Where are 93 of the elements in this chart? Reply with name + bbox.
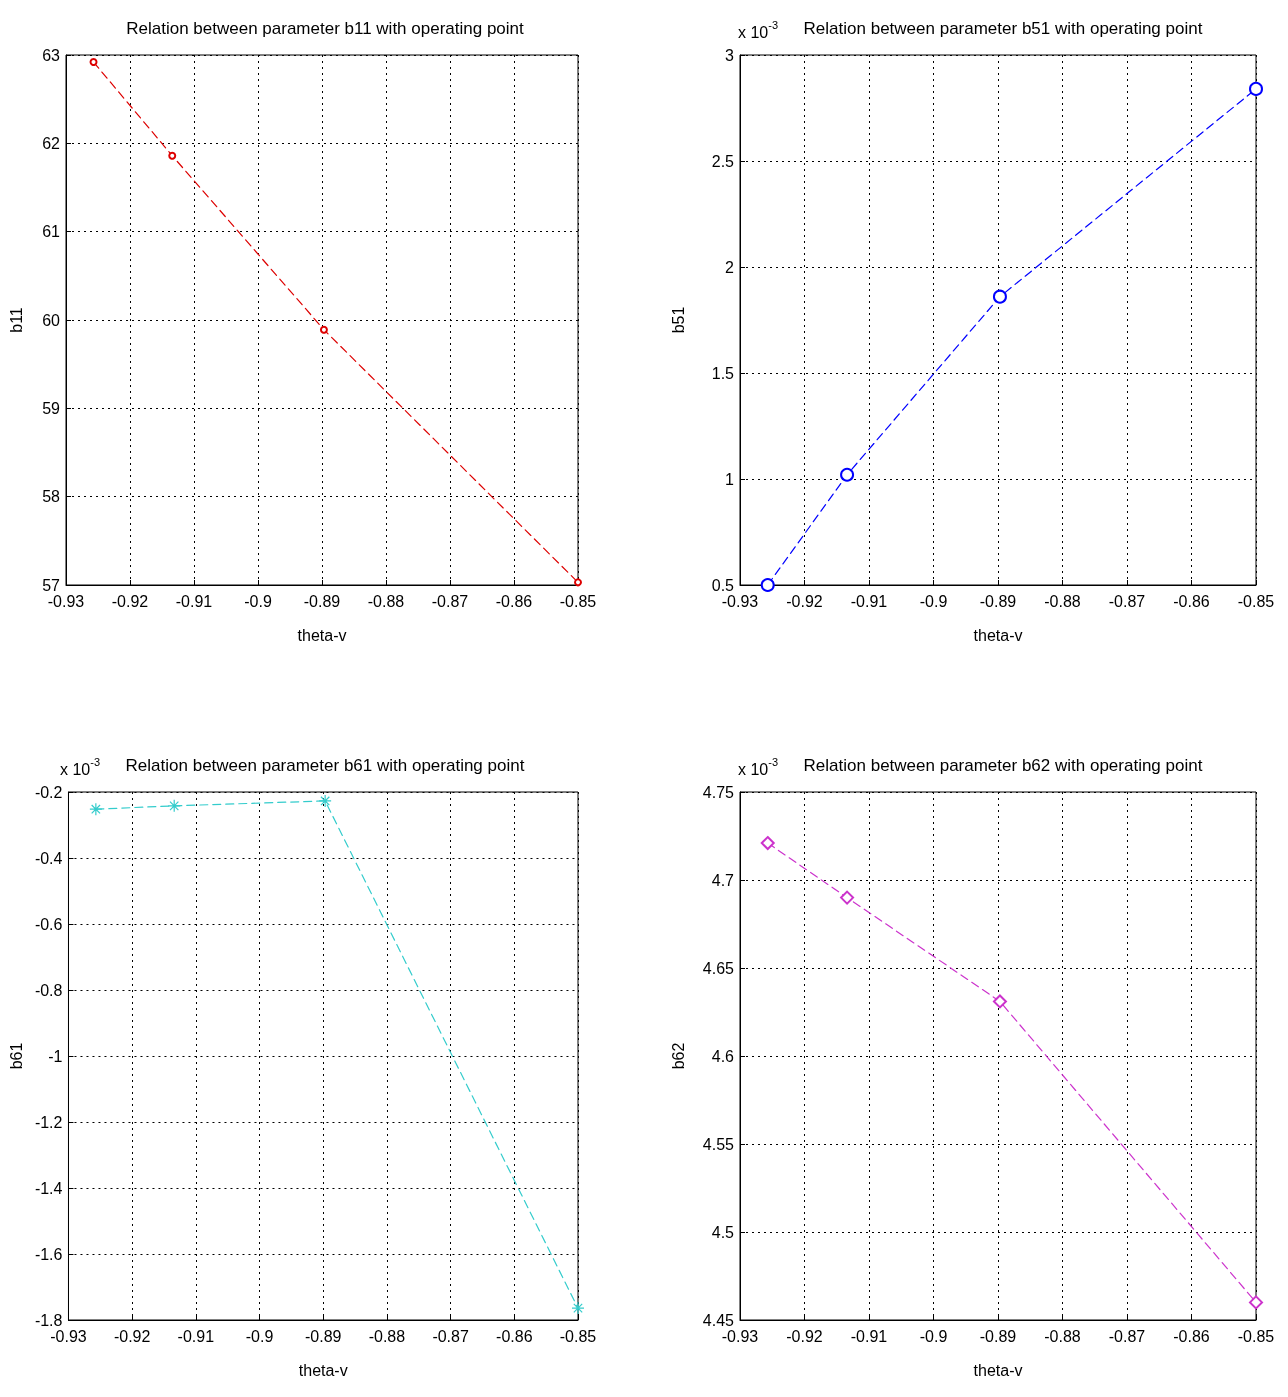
- x-tick-label: -0.9: [919, 592, 948, 610]
- y-tick-label: 4.65: [702, 959, 735, 977]
- chart-title: Relation between parameter b11 with operating point: [126, 19, 525, 38]
- point: [1249, 1295, 1263, 1310]
- x-tick-label: -0.91: [177, 1327, 215, 1345]
- y-tick-label: 61: [42, 223, 61, 241]
- x-tick-label: -0.9: [244, 592, 272, 610]
- y-tick-label: 60: [42, 311, 61, 329]
- x-tick-label: -0.88: [367, 592, 405, 610]
- chart-title: Relation between parameter b51 with operating point: [803, 19, 1203, 38]
- x-tick-label: -0.91: [175, 592, 213, 610]
- x-tick-label: -0.85: [1237, 592, 1275, 610]
- x-axis-title: theta-v: [298, 1361, 348, 1379]
- y-tick-label: 57: [42, 576, 61, 594]
- y-tick-label: 4.55: [702, 1135, 735, 1153]
- x-tick-label: -0.86: [1173, 592, 1210, 610]
- x-tick-label: -0.88: [1044, 592, 1081, 610]
- point: [167, 799, 181, 813]
- y-tick-label: 0.5: [711, 576, 735, 594]
- y-tick-label: 4.7: [711, 871, 735, 889]
- x-tick-label: -0.88: [1044, 1327, 1081, 1345]
- y-tick-label: 3: [725, 46, 735, 64]
- x-tick-label: -0.85: [1237, 1327, 1275, 1345]
- x-tick-label: -0.9: [919, 1327, 948, 1345]
- x-tick-label: -0.9: [245, 1327, 274, 1345]
- y-tick-label: -1.2: [34, 1113, 63, 1131]
- y-tick-label: -1.8: [34, 1311, 63, 1329]
- x-tick-label: -0.86: [495, 592, 533, 610]
- point: [89, 58, 98, 67]
- x-tick-label: -0.87: [432, 1327, 469, 1345]
- x-tick-label: -0.88: [368, 1327, 406, 1345]
- y-tick-label: -0.8: [34, 981, 63, 999]
- chart-title: Relation between parameter b62 with operating point: [803, 756, 1203, 775]
- point: [992, 994, 1007, 1009]
- y-tick-label: 58: [42, 488, 61, 506]
- x-tick-label: -0.91: [850, 592, 888, 610]
- point: [840, 890, 855, 905]
- y-tick-label: 4.6: [711, 1047, 735, 1065]
- y-tick-label: -0.6: [34, 915, 63, 933]
- y-tick-label: 62: [42, 134, 61, 152]
- x-axis-title: theta-v: [973, 1361, 1023, 1379]
- y-axis-title: b51: [669, 306, 687, 334]
- point: [574, 578, 582, 587]
- y-tick-label: 4.45: [702, 1311, 735, 1329]
- x-tick-label: -0.93: [50, 1327, 87, 1345]
- point: [1249, 81, 1263, 96]
- x-tick-label: -0.87: [1108, 592, 1146, 610]
- x-tick-label: -0.85: [559, 1327, 597, 1345]
- x-tick-label: -0.92: [113, 1327, 151, 1345]
- x-tick-label: -0.92: [786, 592, 823, 610]
- y-tick-label: 4.75: [702, 783, 735, 801]
- x-tick-label: -0.91: [850, 1327, 888, 1345]
- y-tick-label: -0.4: [34, 849, 63, 867]
- x-tick-label: -0.89: [303, 592, 341, 610]
- point: [168, 151, 177, 160]
- x-tick-label: -0.89: [979, 592, 1017, 610]
- point: [760, 578, 775, 592]
- point: [319, 325, 328, 334]
- y-tick-label: 2.5: [711, 152, 735, 170]
- x-tick-label: -0.92: [111, 592, 149, 610]
- y-tick-label: -1.6: [34, 1245, 63, 1263]
- point: [89, 802, 103, 816]
- y-tick-label: -1: [48, 1047, 63, 1065]
- x-tick-label: -0.89: [979, 1327, 1017, 1345]
- y-tick-label: -0.2: [34, 783, 63, 801]
- y-tick-label: 2: [725, 258, 735, 276]
- point: [840, 467, 855, 482]
- y-tick-label: 59: [42, 399, 61, 417]
- x-tick-label: -0.87: [1108, 1327, 1146, 1345]
- y-tick-label: 1.5: [711, 364, 735, 382]
- x-tick-label: -0.93: [47, 592, 85, 610]
- y-tick-label: 1: [725, 470, 735, 488]
- point: [571, 1301, 585, 1315]
- x-axis-title: theta-v: [297, 626, 347, 644]
- x-tick-label: -0.85: [559, 592, 597, 610]
- point: [318, 794, 332, 808]
- x-tick-label: -0.86: [496, 1327, 533, 1345]
- x-tick-label: -0.92: [786, 1327, 823, 1345]
- y-axis-title: b62: [669, 1042, 687, 1070]
- y-axis-title: b11: [7, 307, 25, 333]
- y-axis-title: b61: [7, 1042, 25, 1070]
- chart-title: Relation between parameter b61 with operating point: [125, 756, 525, 775]
- y-tick-label: 63: [42, 46, 61, 64]
- x-tick-label: -0.93: [721, 1327, 759, 1345]
- point: [992, 289, 1007, 304]
- point: [760, 836, 775, 851]
- y-tick-label: 4.5: [711, 1223, 735, 1241]
- x-tick-label: -0.93: [721, 592, 759, 610]
- x-axis-title: theta-v: [973, 626, 1023, 644]
- x-tick-label: -0.89: [305, 1327, 342, 1345]
- x-tick-label: -0.86: [1173, 1327, 1210, 1345]
- x-tick-label: -0.87: [431, 592, 469, 610]
- y-tick-label: -1.4: [34, 1179, 63, 1197]
